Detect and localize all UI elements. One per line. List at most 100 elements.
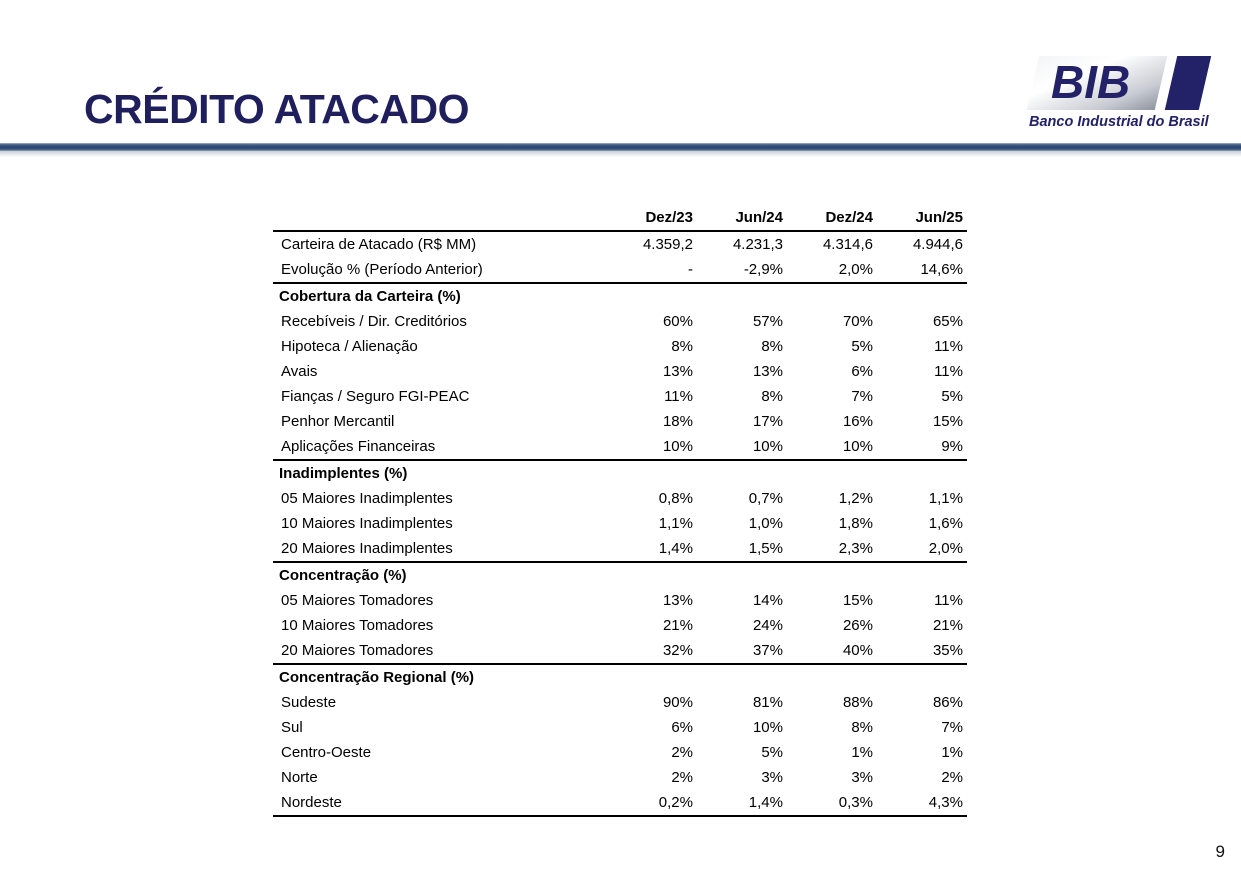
row-label: Sudeste bbox=[281, 694, 337, 711]
cell-value: 1,2% bbox=[838, 490, 873, 507]
cell-value: 10% bbox=[842, 438, 873, 455]
cell-value: 4.231,3 bbox=[732, 236, 783, 253]
table-row: Carteira de Atacado (R$ MM) 4.359,2 4.23… bbox=[273, 231, 967, 257]
column-header: Dez/23 bbox=[607, 200, 697, 232]
cell-value: 21% bbox=[932, 617, 963, 634]
cell-value: 1,4% bbox=[658, 540, 693, 557]
logo-navy-parallelogram bbox=[1164, 56, 1212, 110]
title-divider-shadow bbox=[0, 151, 1241, 157]
table-row: Evolução % (Período Anterior) - -2,9% 2,… bbox=[273, 257, 967, 283]
row-label: Fianças / Seguro FGI-PEAC bbox=[281, 388, 470, 405]
cell-value: 11% bbox=[664, 388, 693, 405]
cell-value: 16% bbox=[842, 413, 873, 430]
table-section-row: Concentração (%) bbox=[273, 561, 967, 588]
table-section-row: Concentração Regional (%) bbox=[273, 663, 967, 690]
table-section-row: Cobertura da Carteira (%) bbox=[273, 282, 967, 309]
row-label: Penhor Mercantil bbox=[281, 413, 395, 430]
page-number: 9 bbox=[1215, 842, 1225, 861]
table-row: 10 Maiores Tomadores 21% 24% 26% 21% bbox=[273, 613, 967, 638]
cell-value: 11% bbox=[934, 592, 963, 609]
column-header: Dez/24 bbox=[787, 200, 877, 232]
cell-value: 18% bbox=[662, 413, 693, 430]
table-row: Avais 13% 13% 6% 11% bbox=[273, 359, 967, 384]
cell-value: 7% bbox=[851, 388, 873, 405]
cell-value: 57% bbox=[752, 313, 783, 330]
cell-value: 7% bbox=[941, 719, 963, 736]
cell-value: 0,7% bbox=[748, 490, 783, 507]
cell-value: 8% bbox=[761, 338, 783, 355]
section-label: Concentração Regional (%) bbox=[273, 663, 967, 690]
cell-value: 88% bbox=[842, 694, 873, 711]
cell-value: 1% bbox=[941, 744, 963, 761]
cell-value: 1,0% bbox=[748, 515, 783, 532]
cell-value: 32% bbox=[662, 642, 693, 659]
cell-value: 70% bbox=[842, 313, 873, 330]
cell-value: 4,3% bbox=[877, 790, 967, 817]
cell-value: 1,1% bbox=[928, 490, 963, 507]
cell-value: 1,1% bbox=[658, 515, 693, 532]
wholesale-credit-table: Dez/23 Jun/24 Dez/24 Jun/25 Carteira de … bbox=[273, 200, 967, 817]
section-label: Inadimplentes (%) bbox=[273, 459, 967, 486]
cell-value: 10% bbox=[752, 438, 783, 455]
cell-value: 4.314,6 bbox=[822, 236, 873, 253]
cell-value: 2% bbox=[671, 744, 693, 761]
cell-value: 8% bbox=[851, 719, 873, 736]
cell-value: 1,5% bbox=[748, 540, 783, 557]
table-row: Sudeste 90% 81% 88% 86% bbox=[273, 690, 967, 715]
row-label: 05 Maiores Tomadores bbox=[281, 592, 434, 609]
table-row: 05 Maiores Tomadores 13% 14% 15% 11% bbox=[273, 588, 967, 613]
cell-value: 10% bbox=[752, 719, 783, 736]
column-header: Jun/25 bbox=[877, 200, 967, 232]
cell-value: 5% bbox=[941, 388, 963, 405]
cell-value: 21% bbox=[662, 617, 693, 634]
column-header-empty bbox=[273, 200, 607, 232]
table-row: 05 Maiores Inadimplentes 0,8% 0,7% 1,2% … bbox=[273, 486, 967, 511]
row-label: 20 Maiores Inadimplentes bbox=[281, 540, 453, 557]
row-label: 20 Maiores Tomadores bbox=[281, 642, 434, 659]
cell-value: 13% bbox=[752, 363, 783, 380]
cell-value: 4.359,2 bbox=[642, 236, 693, 253]
cell-value: 14,6% bbox=[920, 261, 963, 278]
column-header: Jun/24 bbox=[697, 200, 787, 232]
row-label: Hipoteca / Alienação bbox=[281, 338, 418, 355]
row-label: Nordeste bbox=[273, 790, 607, 817]
logo-acronym: BIB bbox=[1051, 56, 1131, 108]
cell-value: 4.944,6 bbox=[912, 236, 963, 253]
cell-value: 11% bbox=[934, 363, 963, 380]
cell-value: 2,3% bbox=[838, 540, 873, 557]
cell-value: 1,6% bbox=[928, 515, 963, 532]
cell-value: 0,2% bbox=[607, 790, 697, 817]
cell-value: 60% bbox=[662, 313, 693, 330]
cell-value: 0,8% bbox=[658, 490, 693, 507]
cell-value: 2,0% bbox=[838, 261, 873, 278]
cell-value: 2,0% bbox=[928, 540, 963, 557]
cell-value: 1% bbox=[851, 744, 873, 761]
cell-value: 40% bbox=[842, 642, 873, 659]
cell-value: -2,9% bbox=[743, 261, 783, 278]
row-label: Recebíveis / Dir. Creditórios bbox=[281, 313, 467, 330]
cell-value: 5% bbox=[761, 744, 783, 761]
table-row: Nordeste 0,2% 1,4% 0,3% 4,3% bbox=[273, 790, 967, 817]
table-row: 20 Maiores Tomadores 32% 37% 40% 35% bbox=[273, 638, 967, 664]
cell-value: 65% bbox=[932, 313, 963, 330]
row-label: Avais bbox=[281, 363, 318, 380]
cell-value: 0,3% bbox=[787, 790, 877, 817]
section-label: Cobertura da Carteira (%) bbox=[273, 282, 967, 309]
table-row: Centro-Oeste 2% 5% 1% 1% bbox=[273, 740, 967, 765]
table-row: Fianças / Seguro FGI-PEAC 11% 8% 7% 5% bbox=[273, 384, 967, 409]
cell-value: 8% bbox=[671, 338, 693, 355]
cell-value: 37% bbox=[752, 642, 783, 659]
cell-value: 26% bbox=[842, 617, 873, 634]
cell-value: 9% bbox=[941, 438, 963, 455]
cell-value: 15% bbox=[842, 592, 873, 609]
cell-value: 6% bbox=[851, 363, 873, 380]
cell-value: 3% bbox=[851, 769, 873, 786]
row-label: Aplicações Financeiras bbox=[281, 438, 436, 455]
cell-value: 2% bbox=[941, 769, 963, 786]
cell-value: 1,4% bbox=[697, 790, 787, 817]
cell-value: 13% bbox=[662, 363, 693, 380]
cell-value: 10% bbox=[662, 438, 693, 455]
cell-value: 90% bbox=[662, 694, 693, 711]
cell-value: 8% bbox=[761, 388, 783, 405]
